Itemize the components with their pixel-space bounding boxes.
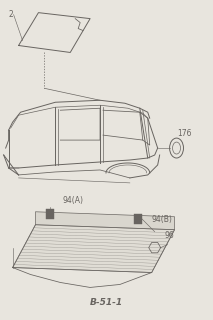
Bar xyxy=(46,209,54,219)
Text: B-51-1: B-51-1 xyxy=(89,298,122,307)
Text: 2: 2 xyxy=(9,10,13,19)
Text: 94(A): 94(A) xyxy=(62,196,83,205)
Bar xyxy=(134,214,142,224)
Ellipse shape xyxy=(170,138,183,158)
Text: 94(B): 94(B) xyxy=(152,215,173,224)
Text: 176: 176 xyxy=(177,129,192,138)
Text: 96: 96 xyxy=(165,231,174,240)
Ellipse shape xyxy=(173,142,180,154)
Polygon shape xyxy=(13,225,174,273)
Polygon shape xyxy=(36,212,174,230)
